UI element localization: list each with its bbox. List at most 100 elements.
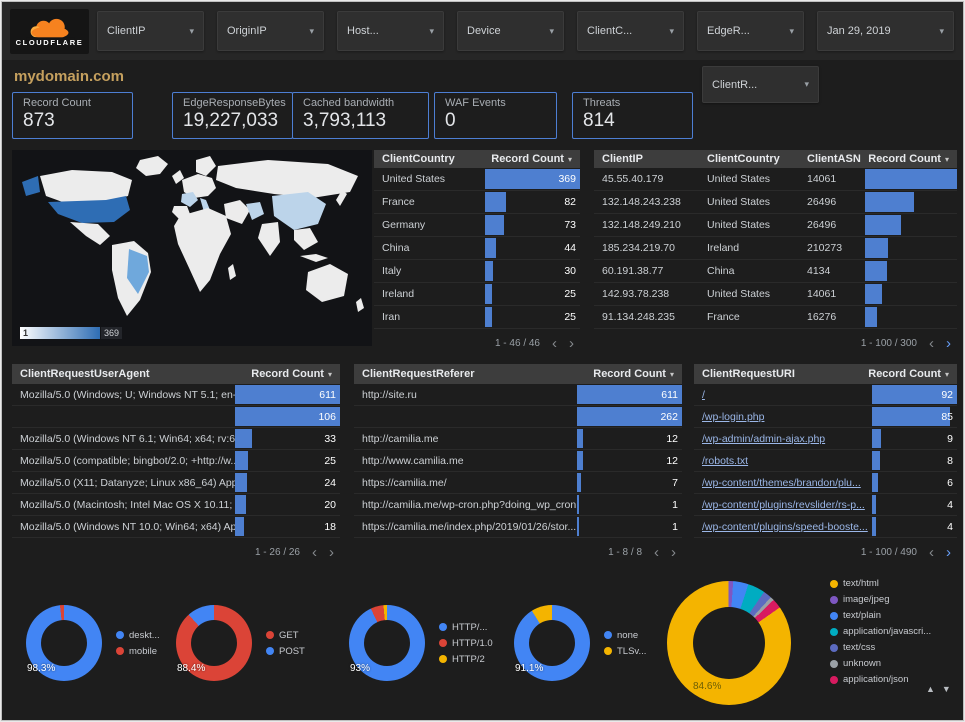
next-page-icon[interactable]: › bbox=[671, 543, 676, 561]
table-row[interactable]: /wp-login.php 85 bbox=[694, 406, 957, 428]
legend-item[interactable]: HTTP/... bbox=[439, 622, 493, 633]
protocol-donut-chart[interactable]: 93% bbox=[349, 605, 425, 681]
table-row[interactable]: /wp-content/plugins/revslider/rs-p... 4 bbox=[694, 494, 957, 516]
table-row[interactable]: /wp-content/plugins/speed-booste... 4 bbox=[694, 516, 957, 538]
table-row[interactable]: http://www.camilia.me 12 bbox=[354, 450, 682, 472]
column-header-record-count[interactable]: Record Count ▾ bbox=[868, 368, 949, 380]
triangle-up-icon[interactable]: ▲ bbox=[926, 684, 935, 694]
filter-chip[interactable]: Device ▾ bbox=[457, 11, 564, 51]
column-header-record-count[interactable]: Record Count ▾ bbox=[868, 153, 949, 165]
row-link[interactable]: /wp-content/plugins/revslider/rs-p... bbox=[702, 498, 865, 511]
column-header-clientasn[interactable]: ClientASN bbox=[807, 153, 861, 165]
tls-donut-chart[interactable]: 91.1% bbox=[514, 605, 590, 681]
filter-chip[interactable]: ClientIP ▾ bbox=[97, 11, 204, 51]
table-row[interactable]: Mozilla/5.0 (X11; Datanyze; Linux x86_64… bbox=[12, 472, 340, 494]
device-donut-chart[interactable]: 98.3% bbox=[26, 605, 102, 681]
content-type-donut-chart[interactable]: 84.6% bbox=[667, 581, 791, 705]
column-header-clientcountry[interactable]: ClientCountry bbox=[707, 153, 780, 165]
table-row[interactable]: Mozilla/5.0 (Windows; U; Windows NT 5.1;… bbox=[12, 384, 340, 406]
legend-item[interactable]: HTTP/2 bbox=[439, 654, 493, 665]
table-row[interactable]: Mozilla/5.0 (Macintosh; Intel Mac OS X 1… bbox=[12, 494, 340, 516]
date-range-control[interactable]: Jan 29, 2019 ▾ bbox=[817, 11, 954, 51]
table-row[interactable]: /wp-admin/admin-ajax.php 9 bbox=[694, 428, 957, 450]
row-link[interactable]: / bbox=[702, 388, 705, 401]
column-header-record-count[interactable]: Record Count ▾ bbox=[593, 368, 674, 380]
legend-item[interactable]: none bbox=[604, 630, 646, 641]
legend-item[interactable]: GET bbox=[266, 630, 305, 641]
legend-item[interactable]: application/javascri... bbox=[830, 626, 931, 637]
column-header-clientip[interactable]: ClientIP bbox=[602, 153, 643, 165]
table-row[interactable]: 106 bbox=[12, 406, 340, 428]
next-page-icon[interactable]: › bbox=[946, 543, 951, 561]
table-row[interactable]: 185.234.219.70 Ireland 210273 21 bbox=[594, 237, 957, 260]
row-link[interactable]: /wp-content/themes/brandon/plu... bbox=[702, 476, 861, 489]
table-row[interactable]: Mozilla/5.0 (Windows NT 6.1; Win64; x64;… bbox=[12, 428, 340, 450]
table-row[interactable]: https://camilia.me/ 7 bbox=[354, 472, 682, 494]
table-row[interactable]: 142.93.78.238 United States 14061 16 bbox=[594, 283, 957, 306]
table-row[interactable]: 262 bbox=[354, 406, 682, 428]
row-link[interactable]: /wp-admin/admin-ajax.php bbox=[702, 432, 826, 445]
cell-clientip: 45.55.40.179 bbox=[602, 173, 664, 185]
prev-page-icon[interactable]: ‹ bbox=[312, 543, 317, 561]
method-donut-chart[interactable]: 88.4% bbox=[176, 605, 252, 681]
table-row[interactable]: https://camilia.me/index.php/2019/01/26/… bbox=[354, 516, 682, 538]
table-row[interactable]: /robots.txt 8 bbox=[694, 450, 957, 472]
row-link[interactable]: /robots.txt bbox=[702, 454, 749, 467]
value-bar bbox=[235, 429, 252, 448]
prev-page-icon[interactable]: ‹ bbox=[929, 334, 934, 352]
legend-item[interactable]: mobile bbox=[116, 646, 160, 657]
legend-item[interactable]: text/css bbox=[830, 642, 931, 653]
column-header-record-count[interactable]: Record Count ▾ bbox=[251, 368, 332, 380]
table-row[interactable]: / 92 bbox=[694, 384, 957, 406]
legend-item[interactable]: TLSv... bbox=[604, 646, 646, 657]
table-row[interactable]: Mozilla/5.0 (Windows NT 10.0; Win64; x64… bbox=[12, 516, 340, 538]
triangle-down-icon[interactable]: ▼ bbox=[941, 684, 951, 694]
column-header-useragent[interactable]: ClientRequestUserAgent bbox=[20, 368, 150, 380]
legend-item[interactable]: application/json bbox=[830, 674, 931, 685]
table-row[interactable]: France 82 bbox=[374, 191, 580, 214]
map-gradient-scale: 1 bbox=[20, 327, 100, 339]
next-page-icon[interactable]: › bbox=[329, 543, 334, 561]
filter-chip[interactable]: ClientC... ▾ bbox=[577, 11, 684, 51]
table-row[interactable]: http://camilia.me/wp-cron.php?doing_wp_c… bbox=[354, 494, 682, 516]
prev-page-icon[interactable]: ‹ bbox=[929, 543, 934, 561]
table-row[interactable]: Italy 30 bbox=[374, 260, 580, 283]
table-row[interactable]: Mozilla/5.0 (compatible; bingbot/2.0; +h… bbox=[12, 450, 340, 472]
table-row[interactable]: http://camilia.me 12 bbox=[354, 428, 682, 450]
table-row[interactable]: Iran 25 bbox=[374, 306, 580, 329]
filter-chip[interactable]: OriginIP ▾ bbox=[217, 11, 324, 51]
table-row[interactable]: http://site.ru 611 bbox=[354, 384, 682, 406]
table-row[interactable]: /wp-content/themes/brandon/plu... 6 bbox=[694, 472, 957, 494]
next-page-icon[interactable]: › bbox=[946, 334, 951, 352]
legend-item[interactable]: deskt... bbox=[116, 630, 160, 641]
row-link[interactable]: /wp-login.php bbox=[702, 410, 765, 423]
table-row[interactable]: United States 369 bbox=[374, 168, 580, 191]
row-link[interactable]: /wp-content/plugins/speed-booste... bbox=[702, 520, 868, 533]
table-row[interactable]: 60.191.38.77 China 4134 20 bbox=[594, 260, 957, 283]
prev-page-icon[interactable]: ‹ bbox=[552, 334, 557, 352]
next-page-icon[interactable]: › bbox=[569, 334, 574, 352]
column-header-referer[interactable]: ClientRequestReferer bbox=[362, 368, 475, 380]
table-row[interactable]: Ireland 25 bbox=[374, 283, 580, 306]
filter-chip-clientrequest[interactable]: ClientR... ▾ bbox=[702, 66, 819, 103]
table-row[interactable]: 132.148.243.238 United States 26496 45 bbox=[594, 191, 957, 214]
legend-item[interactable]: image/jpeg bbox=[830, 594, 931, 605]
legend-item[interactable]: text/html bbox=[830, 578, 931, 589]
filter-chip[interactable]: Host... ▾ bbox=[337, 11, 444, 51]
table-row[interactable]: Germany 73 bbox=[374, 214, 580, 237]
table-row[interactable]: 132.148.249.210 United States 26496 33 bbox=[594, 214, 957, 237]
table-row[interactable]: 45.55.40.179 United States 14061 85 bbox=[594, 168, 957, 191]
legend-item[interactable]: text/plain bbox=[830, 610, 931, 621]
table-row[interactable]: China 44 bbox=[374, 237, 580, 260]
legend-item[interactable]: POST bbox=[266, 646, 305, 657]
filter-chip[interactable]: EdgeR... ▾ bbox=[697, 11, 804, 51]
world-map[interactable] bbox=[12, 150, 372, 346]
column-header-record-count[interactable]: Record Count ▾ bbox=[491, 153, 572, 165]
legend-item[interactable]: HTTP/1.0 bbox=[439, 638, 493, 649]
legend-item[interactable]: unknown bbox=[830, 658, 931, 669]
scorecard-value: 3,793,113 bbox=[303, 110, 387, 131]
column-header-uri[interactable]: ClientRequestURI bbox=[702, 368, 795, 380]
table-row[interactable]: 91.134.248.235 France 16276 11 bbox=[594, 306, 957, 329]
column-header-clientcountry[interactable]: ClientCountry bbox=[382, 153, 455, 165]
prev-page-icon[interactable]: ‹ bbox=[654, 543, 659, 561]
